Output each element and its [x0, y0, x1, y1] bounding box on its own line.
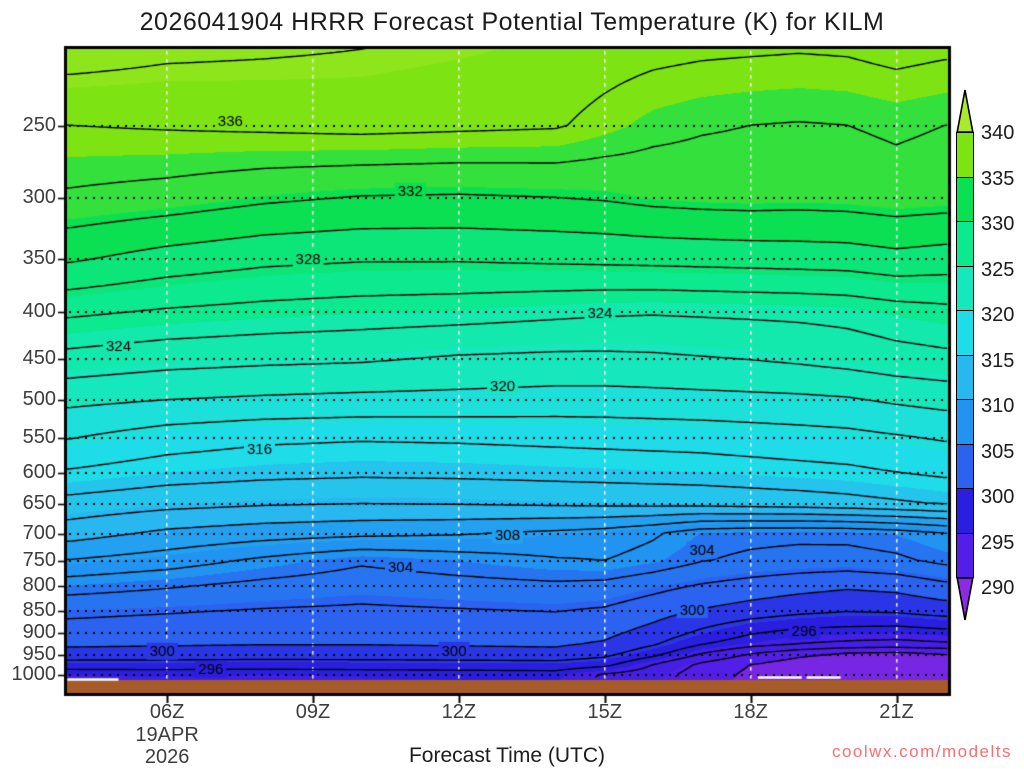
colorbar-tick-label: 330	[981, 213, 1015, 235]
colorbar-tick-label: 320	[981, 304, 1015, 326]
y-tick-label: 350	[22, 246, 56, 269]
colorbar-segment	[956, 399, 974, 445]
colorbar-tick-label: 310	[981, 395, 1015, 417]
colorbar-segment	[956, 176, 974, 222]
y-tick-label: 950	[22, 642, 56, 665]
y-tick-label: 700	[22, 521, 56, 544]
chart-title: 2026041904 HRRR Forecast Potential Tempe…	[139, 8, 885, 36]
colorbar-tick-label: 335	[981, 167, 1015, 190]
colorbar-segment	[956, 488, 974, 534]
colorbar-tick-label: 295	[981, 531, 1015, 554]
x-tick-label: 06Z	[149, 701, 185, 723]
y-tick-label: 550	[22, 426, 56, 449]
y-tick-label: 1000	[11, 662, 57, 685]
colorbar-extend-above-arrow	[956, 89, 974, 133]
colorbar-extend-below-arrow	[956, 577, 974, 621]
colorbar-segment	[956, 443, 974, 489]
colorbar-segment	[956, 132, 974, 178]
y-tick-label: 900	[22, 621, 56, 644]
y-tick-label: 300	[22, 185, 56, 208]
y-tick-label: 750	[22, 548, 56, 571]
colorbar-segment	[956, 221, 974, 267]
x-axis-title: Forecast Time (UTC)	[408, 744, 605, 767]
colorbar	[956, 89, 974, 621]
colorbar-segment	[956, 354, 974, 400]
y-tick-label: 850	[22, 598, 56, 621]
y-tick-label: 400	[22, 299, 56, 322]
x-tick-label: 15Z	[587, 701, 622, 723]
y-tick-label: 450	[22, 346, 56, 369]
colorbar-tick-label: 325	[981, 258, 1015, 281]
x-axis-date-line1: 19APR	[135, 724, 199, 746]
y-tick-label: 800	[22, 574, 56, 597]
x-axis-date-line2: 2026	[144, 746, 190, 768]
x-tick-label: 21Z	[879, 701, 914, 723]
colorbar-segment	[956, 310, 974, 356]
colorbar-tick-label: 305	[981, 440, 1015, 463]
watermark: coolwx.com/modelts	[831, 742, 1012, 761]
y-tick-label: 600	[22, 460, 56, 483]
x-tick-label: 18Z	[733, 701, 768, 723]
x-tick-label: 09Z	[295, 701, 331, 723]
colorbar-segment	[956, 532, 974, 578]
y-tick-label: 500	[22, 388, 56, 411]
x-tick-label: 12Z	[441, 701, 477, 723]
colorbar-tick-label: 315	[981, 349, 1015, 372]
colorbar-tick-label: 300	[981, 486, 1015, 508]
colorbar-tick-label: 340	[981, 122, 1015, 144]
colorbar-segment	[956, 265, 974, 311]
y-tick-label: 650	[22, 492, 56, 515]
y-tick-label: 250	[22, 113, 56, 136]
colorbar-tick-label: 290	[981, 577, 1015, 599]
